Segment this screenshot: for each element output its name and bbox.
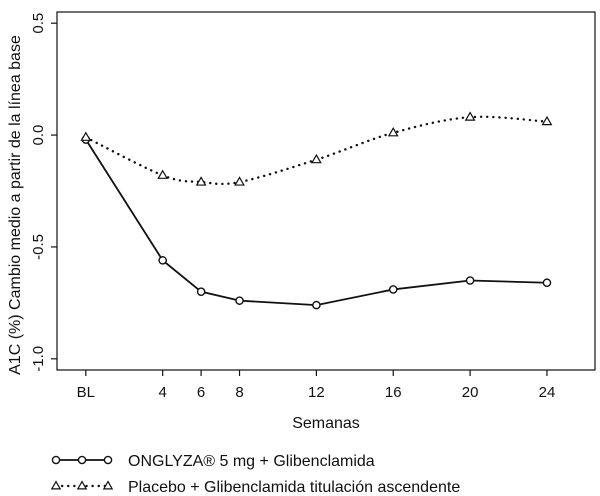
y-axis-label: A1C (%) Cambio medio a partir de la líne… bbox=[7, 35, 24, 375]
plot-area-frame bbox=[56, 11, 596, 371]
legend-item-1: ONGLYZA® 5 mg + Glibenclamida bbox=[51, 453, 375, 470]
legend-marker bbox=[50, 480, 62, 490]
data-point-triangle bbox=[157, 169, 169, 179]
x-tick-label: 16 bbox=[385, 384, 402, 401]
x-tick-label: 12 bbox=[308, 384, 325, 401]
data-point-triangle bbox=[80, 131, 92, 141]
legend-marker bbox=[102, 480, 114, 490]
legend-marker bbox=[51, 455, 61, 465]
series-2 bbox=[80, 111, 553, 186]
data-point-circle bbox=[158, 256, 167, 265]
legend: ONGLYZA® 5 mg + Glibenclamida Placebo + G… bbox=[50, 453, 460, 496]
y-tick-label: 0.0 bbox=[30, 125, 47, 146]
data-point-triangle bbox=[195, 176, 207, 186]
legend-label: ONGLYZA® 5 mg + Glibenclamida bbox=[128, 453, 375, 470]
y-tick-label: -0.5 bbox=[30, 234, 47, 260]
x-tick-label: 4 bbox=[159, 384, 167, 401]
series-line-placebo bbox=[84, 115, 549, 186]
y-tick-label: 0.5 bbox=[30, 13, 47, 34]
legend-marker bbox=[76, 480, 88, 490]
data-point-circle bbox=[465, 276, 475, 285]
series-line-onglyza bbox=[85, 139, 547, 307]
legend-marker bbox=[77, 455, 87, 465]
y-tick-label: -1.0 bbox=[30, 346, 47, 372]
x-tick-label: 24 bbox=[539, 384, 556, 401]
data-point-circle bbox=[542, 278, 552, 288]
y-axis: 0.5 0.0 -0.5 -1.0 bbox=[30, 13, 57, 372]
legend-item-2: Placebo + Glibenclamida titulación ascen… bbox=[50, 479, 460, 496]
data-point-circle bbox=[196, 287, 206, 296]
data-point-triangle bbox=[310, 153, 322, 164]
x-tick-label: 8 bbox=[235, 384, 243, 401]
x-tick-label: 20 bbox=[462, 384, 479, 401]
data-point-circle bbox=[388, 285, 398, 294]
x-axis: BL 4 6 8 12 16 20 24 bbox=[77, 370, 556, 401]
data-point-triangle bbox=[541, 115, 553, 126]
legend-label: Placebo + Glibenclamida titulación ascen… bbox=[128, 479, 460, 496]
series-layer bbox=[80, 111, 553, 310]
data-point-triangle bbox=[234, 176, 245, 186]
x-axis-label: Semanas bbox=[292, 415, 360, 432]
data-point-triangle bbox=[387, 127, 399, 137]
x-tick-label: BL bbox=[77, 384, 95, 401]
data-point-circle bbox=[312, 300, 321, 310]
data-point-circle bbox=[235, 296, 244, 305]
data-point-triangle bbox=[464, 111, 476, 121]
legend-marker bbox=[103, 455, 113, 465]
x-tick-label: 6 bbox=[197, 384, 205, 401]
